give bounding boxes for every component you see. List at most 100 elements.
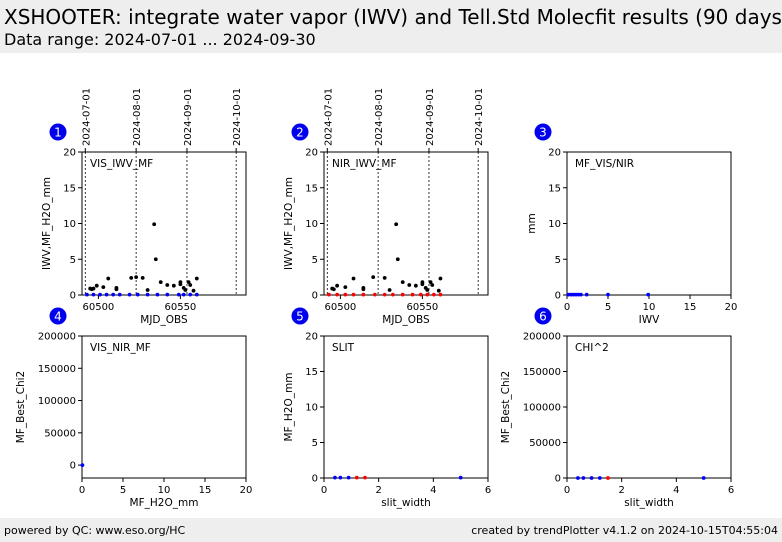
data-point (145, 288, 150, 292)
chart-panel-4: 4 0 5 10 15 20 0 50000 100000 150000 200000 MF_H2O_… (15, 307, 253, 509)
page-subtitle: Data range: 2024-07-01 ... 2024-09-30 (4, 30, 316, 49)
data-point (114, 285, 119, 290)
x-tick-label: 0 (564, 302, 570, 313)
footer-credit-link[interactable]: powered by QC: www.eso.org/HC (4, 524, 186, 537)
data-point (425, 292, 430, 297)
data-point (155, 292, 160, 297)
y-tick-label: 20 (63, 148, 76, 159)
x-tick-label: 6 (485, 485, 491, 496)
panel-number: 6 (539, 310, 547, 324)
date-marker-label: 2024-10-01 (232, 88, 243, 146)
panel-number: 4 (54, 310, 62, 324)
data-point (382, 275, 387, 280)
data-point (101, 285, 106, 290)
page-title: XSHOOTER: integrate water vapor (IWV) an… (4, 5, 782, 29)
data-point (134, 275, 139, 280)
data-point (135, 292, 140, 297)
axes-frame (81, 335, 247, 479)
date-marker-label: 2024-08-01 (132, 88, 143, 146)
data-point (343, 285, 348, 290)
data-point (363, 475, 367, 480)
data-point (331, 287, 336, 292)
data-point (436, 288, 441, 293)
panel-badge (534, 123, 552, 141)
data-point (372, 292, 377, 297)
panel-badge (49, 123, 67, 141)
data-point (400, 280, 405, 285)
data-point (438, 292, 443, 297)
data-point (407, 283, 412, 287)
data-point (394, 222, 399, 227)
y-axis-label: IWV,MF_H2O_mm (41, 177, 53, 270)
panel-badge (291, 307, 309, 325)
data-point (420, 282, 425, 287)
y-tick-label: 20 (305, 148, 318, 159)
x-tick-label: 0 (321, 485, 327, 496)
data-point (431, 292, 436, 297)
data-point (85, 292, 89, 297)
data-point (597, 476, 602, 480)
date-marker-label: 2024-07-01 (81, 88, 92, 146)
x-tick-label: 4 (430, 485, 436, 496)
panel-number: 5 (296, 310, 304, 324)
x-axis-label: IWV (639, 314, 660, 326)
data-point (606, 292, 610, 297)
y-axis-label: MF_H2O_mm (283, 373, 295, 442)
y-tick-label: 5 (70, 255, 76, 266)
y-tick-label: 20 (548, 148, 561, 159)
data-point (171, 283, 176, 288)
data-point (584, 292, 589, 297)
data-point (430, 283, 435, 287)
data-point (581, 476, 586, 480)
panel-badge (534, 307, 552, 325)
data-point (354, 475, 359, 480)
y-tick-label: 15 (63, 183, 76, 194)
data-point (106, 276, 111, 281)
data-point (335, 292, 340, 297)
data-point (140, 275, 145, 280)
data-point (576, 476, 580, 480)
data-point (98, 292, 102, 297)
data-point (104, 292, 109, 297)
data-point (333, 475, 337, 480)
data-point (158, 280, 163, 285)
panel-label: VIS_IWV_MF (90, 158, 153, 170)
footer-generator-info: created by trendPlotter v4.1.2 on 2024-1… (471, 524, 778, 537)
data-point (176, 292, 181, 297)
data-point (178, 282, 183, 287)
panel-number: 1 (54, 126, 62, 140)
y-tick-label: 150000 (523, 367, 561, 378)
data-point (188, 283, 193, 287)
y-tick-label: 10 (548, 219, 561, 230)
panel-badge (49, 307, 67, 325)
x-tick-label: 0 (79, 485, 85, 496)
data-point (400, 292, 405, 297)
page-header: XSHOOTER: integrate water vapor (IWV) an… (0, 0, 782, 53)
panel-badge (291, 123, 309, 141)
data-point (395, 257, 400, 262)
data-point (589, 476, 594, 480)
x-tick-label: 6 (728, 485, 734, 496)
panel-number: 3 (539, 126, 547, 140)
page-footer: powered by QC: www.eso.org/HC created by… (0, 518, 782, 542)
data-point (425, 288, 430, 292)
data-point (438, 276, 443, 281)
y-tick-label: 10 (305, 403, 318, 414)
y-tick-label: 200000 (523, 332, 561, 343)
data-point (361, 292, 366, 297)
y-axis-label: IWV,MF_H2O_mm (283, 177, 295, 270)
x-axis-label: slit_width (381, 497, 431, 509)
y-tick-label: 10 (63, 219, 76, 230)
chart-panel-2: 2 2024-07-01 2024-08-01 2024-09-01 2024-10-0… (283, 88, 489, 326)
data-point (382, 292, 387, 297)
x-tick-label: 20 (240, 485, 253, 496)
date-marker-label: 2024-08-01 (374, 88, 385, 146)
data-point (94, 283, 99, 288)
data-point (413, 283, 418, 288)
x-tick-label: 2 (618, 485, 624, 496)
data-point (145, 292, 150, 297)
data-point (418, 292, 423, 297)
y-tick-label: 0 (312, 474, 318, 485)
data-point (152, 222, 157, 227)
y-tick-label: 0 (555, 291, 561, 302)
